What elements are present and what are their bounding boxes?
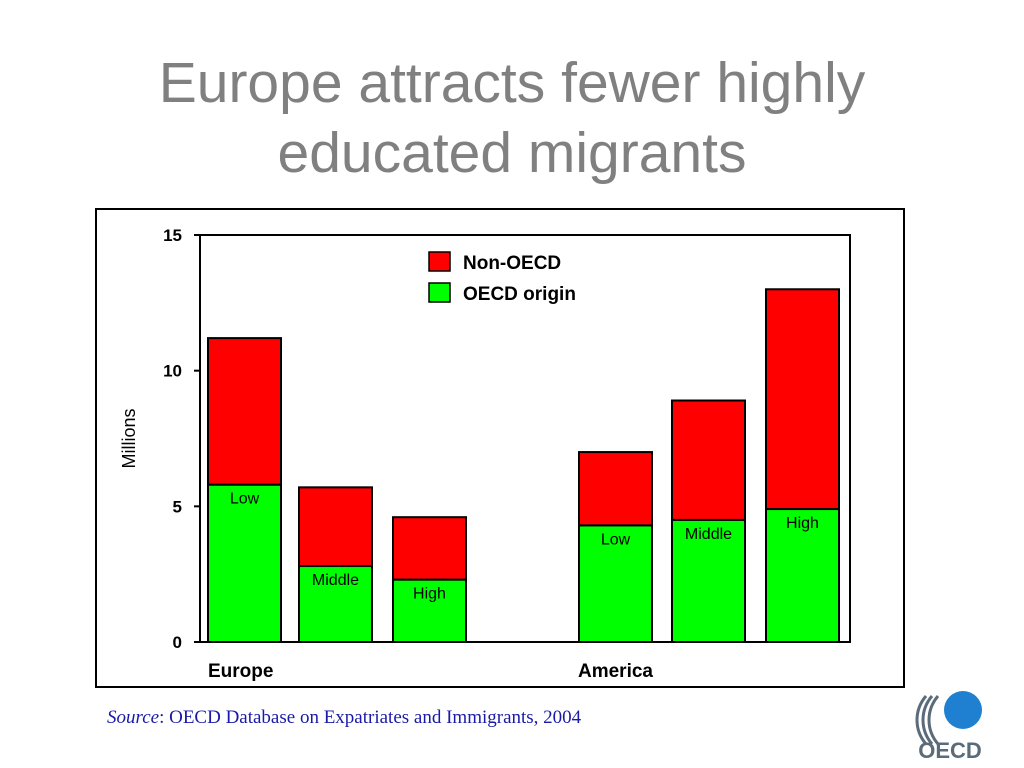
oecd-logo: OECD <box>915 691 982 763</box>
bar-oecd-origin <box>671 518 746 643</box>
legend-swatch <box>428 251 451 272</box>
y-tick-label: 10 <box>163 362 182 381</box>
bar-oecd-origin <box>298 565 373 644</box>
legend-label: OECD origin <box>463 284 576 305</box>
bar-non-oecd <box>298 486 373 568</box>
chart-frame: 0 5 10 15 Millions Low Middle High Low Middle High… <box>95 208 905 688</box>
y-tick-label: 15 <box>163 226 182 245</box>
stacked-bar-chart: 0 5 10 15 Millions Low Middle High Low Middle High… <box>119 226 851 682</box>
y-tick-label: 0 <box>173 633 182 652</box>
oecd-logo-mark <box>915 691 982 745</box>
group-label: America <box>578 661 653 682</box>
bar-category-label: High <box>413 586 446 603</box>
plot-area <box>199 234 851 643</box>
bar-non-oecd <box>392 516 467 581</box>
bar-non-oecd <box>207 337 282 486</box>
legend-label: Non-OECD <box>463 253 561 274</box>
y-axis-label: Millions <box>119 408 139 468</box>
source-text: : OECD Database on Expatriates and Immig… <box>159 707 582 728</box>
slide-title-line-1: Europe attracts fewer highly <box>158 51 866 115</box>
group-label: Europe <box>208 661 273 682</box>
bar-category-label: Middle <box>685 526 732 543</box>
slide-title-line-2: educated migrants <box>277 121 747 185</box>
bar-oecd-origin <box>207 483 282 644</box>
bar-non-oecd <box>671 399 746 521</box>
bar-category-label: Low <box>601 531 631 548</box>
y-tick-label: 5 <box>173 497 182 516</box>
oecd-logo-circle <box>944 691 982 729</box>
source-note: Source: OECD Database on Expatriates and… <box>107 704 627 732</box>
bar-non-oecd <box>578 451 653 527</box>
bar-oecd-origin <box>578 524 653 643</box>
bar-category-label: Low <box>230 491 260 508</box>
slide-title: Europe attracts fewer highly educated mi… <box>0 48 1024 188</box>
legend-swatch <box>428 282 451 303</box>
bar-category-label: High <box>786 515 819 532</box>
bar-category-label: Middle <box>312 572 359 589</box>
bar-oecd-origin <box>765 508 840 643</box>
source-label: Source <box>107 707 160 728</box>
bar-non-oecd <box>765 288 840 511</box>
oecd-logo-text: OECD <box>918 738 982 763</box>
